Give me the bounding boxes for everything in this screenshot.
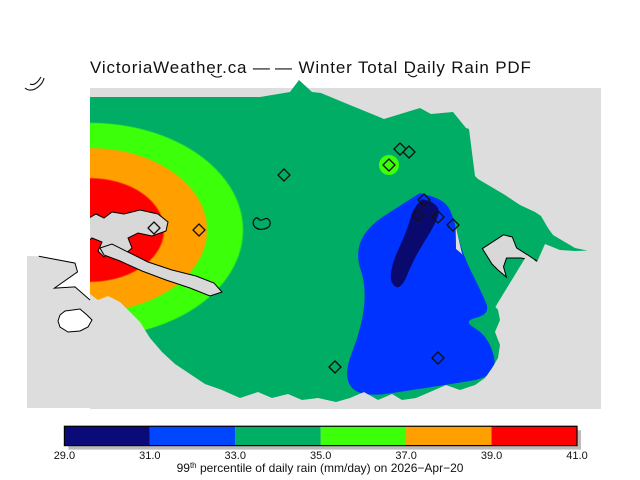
svg-text:99th percentile of daily rain: 99th percentile of daily rain (mm/day) o… <box>177 461 464 476</box>
svg-text:41.0: 41.0 <box>566 450 587 462</box>
svg-text:31.0: 31.0 <box>139 450 160 462</box>
svg-text:29.0: 29.0 <box>54 450 75 462</box>
svg-text:39.0: 39.0 <box>481 450 502 462</box>
